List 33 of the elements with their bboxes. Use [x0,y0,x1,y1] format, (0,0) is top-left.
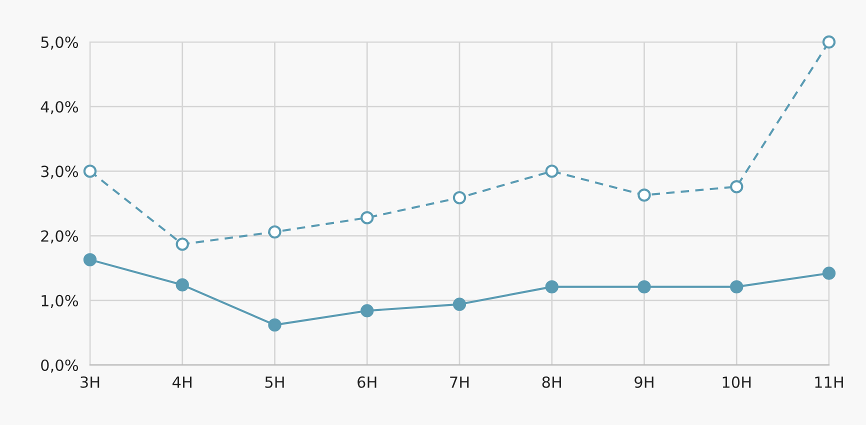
y-tick-label: 1,0% [42,294,78,308]
y-tick-label: 2,0% [41,230,78,244]
point [176,238,189,251]
point [360,304,374,318]
point [822,266,836,280]
x-tick-label: 10H [722,376,751,388]
x-tick-label: 11H [815,376,843,388]
point [83,253,97,266]
point [452,191,466,204]
point [638,188,651,202]
point [545,164,558,178]
point [452,298,466,311]
point [730,180,744,194]
point [822,35,836,49]
x-tick-label: 4H [172,376,192,388]
point [545,280,558,294]
point [638,280,651,294]
point [360,211,374,224]
point [83,164,97,178]
x-tick-label: 9H [634,376,654,388]
x-tick-label: 6H [358,376,376,388]
x-tick-label: 3H [80,376,100,388]
point [730,280,744,294]
x-tick-label: 5H [265,376,284,388]
y-tick-label: 0,0% [41,359,78,373]
y-tick-label: 3,0% [41,166,78,179]
x-tick-label: 8H [542,376,561,388]
point [268,225,282,239]
y-tick-label: 4,0% [40,101,78,114]
point [268,318,282,332]
point [176,278,189,292]
y-tick-label: 5,0% [41,36,78,50]
x-tick-label: 7H [450,376,469,388]
